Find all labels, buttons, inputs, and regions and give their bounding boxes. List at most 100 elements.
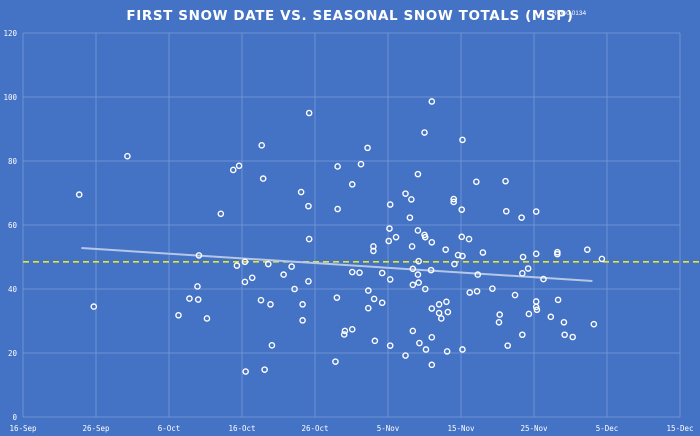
data-point [348, 181, 356, 188]
data-point [357, 160, 365, 168]
data-point [495, 318, 503, 326]
data-point [414, 170, 422, 178]
data-point [386, 276, 394, 283]
x-tick-label: 25-Nov [520, 424, 548, 433]
data-point [186, 295, 193, 302]
data-point [340, 331, 348, 338]
data-point [554, 296, 562, 304]
data-point [479, 249, 487, 256]
data-point [348, 326, 356, 333]
data-point [583, 246, 591, 253]
data-point [519, 253, 527, 261]
data-point [458, 206, 466, 213]
data-point [242, 368, 249, 375]
data-point [333, 294, 341, 301]
data-point [402, 190, 409, 197]
x-tick-label: 6-Oct [158, 424, 181, 433]
data-point [421, 285, 429, 293]
data-point [519, 270, 526, 277]
data-point [370, 295, 378, 303]
data-point [428, 98, 436, 105]
data-point [427, 266, 435, 274]
data-point [409, 265, 417, 273]
data-point [90, 303, 98, 310]
data-point [443, 348, 451, 355]
data-point [124, 152, 131, 160]
data-point [416, 339, 423, 347]
x-tick-label: 15-Nov [447, 424, 475, 433]
data-point [444, 308, 452, 316]
data-point [511, 291, 519, 299]
data-point [458, 233, 466, 241]
data-point [435, 309, 443, 317]
data-point [267, 301, 274, 308]
r-squared-annotation: R² = 0.0134 [552, 10, 587, 17]
data-point [554, 248, 561, 256]
x-tick-label: 15-Dec [666, 424, 693, 433]
data-point [297, 188, 305, 196]
data-point [241, 278, 249, 286]
data-point [248, 274, 256, 282]
data-point [305, 235, 313, 243]
x-tick-label: 26-Sep [82, 424, 110, 433]
data-point [258, 142, 266, 149]
data-point [261, 366, 268, 373]
data-point [341, 327, 349, 335]
data-point [402, 352, 409, 359]
data-point [421, 233, 429, 241]
data-point [474, 271, 482, 278]
data-point [264, 260, 272, 268]
trendline [81, 247, 593, 282]
data-point [217, 210, 225, 218]
data-point [443, 298, 450, 306]
data-point [364, 304, 372, 312]
data-point [422, 346, 430, 353]
x-tick-label: 26-Oct [301, 424, 328, 433]
y-axis-ticks: 0 20 40 60 80 100 120 [3, 29, 17, 422]
data-point [259, 175, 267, 182]
data-point [291, 285, 298, 293]
data-point [532, 208, 540, 215]
data-point [525, 310, 533, 318]
data-point [385, 237, 393, 245]
data-point [194, 283, 201, 290]
data-point [370, 243, 377, 250]
data-point [415, 257, 422, 265]
data-point [415, 279, 422, 286]
data-point [465, 235, 473, 243]
data-point [195, 252, 203, 259]
x-axis-ticks: 16-Sep 26-Sep 6-Oct 16-Oct 26-Oct 5-Nov 15-Nov… [9, 424, 693, 433]
data-point [598, 255, 606, 263]
data-point [466, 289, 474, 296]
data-point [409, 281, 417, 289]
data-point [392, 233, 400, 241]
y-tick-label: 40 [8, 285, 18, 294]
data-point [370, 247, 377, 255]
data-point [590, 320, 598, 328]
data-point [386, 201, 394, 208]
data-point [524, 265, 532, 272]
y-tick-label: 120 [3, 29, 17, 38]
data-point [518, 214, 525, 221]
gridlines [22, 32, 681, 418]
data-point [428, 238, 436, 246]
data-point [459, 136, 466, 144]
data-point [233, 262, 241, 269]
data-point [408, 196, 415, 203]
data-point [502, 177, 509, 185]
x-tick-label: 5-Dec [596, 424, 619, 433]
data-point [414, 227, 422, 234]
data-point [257, 296, 265, 304]
data-point [378, 299, 386, 307]
data-point [502, 207, 510, 215]
data-point [175, 311, 182, 319]
data-point [428, 305, 436, 312]
data-point [203, 315, 211, 322]
data-point [473, 287, 481, 295]
data-point [348, 268, 356, 276]
data-point [569, 333, 576, 341]
data-point [547, 313, 555, 321]
data-point [450, 198, 458, 206]
data-point [540, 275, 547, 283]
